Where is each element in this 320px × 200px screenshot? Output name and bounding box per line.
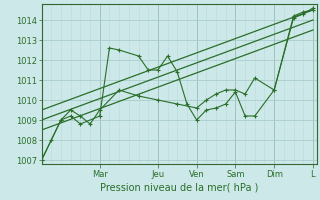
X-axis label: Pression niveau de la mer( hPa ): Pression niveau de la mer( hPa ) (100, 183, 258, 193)
